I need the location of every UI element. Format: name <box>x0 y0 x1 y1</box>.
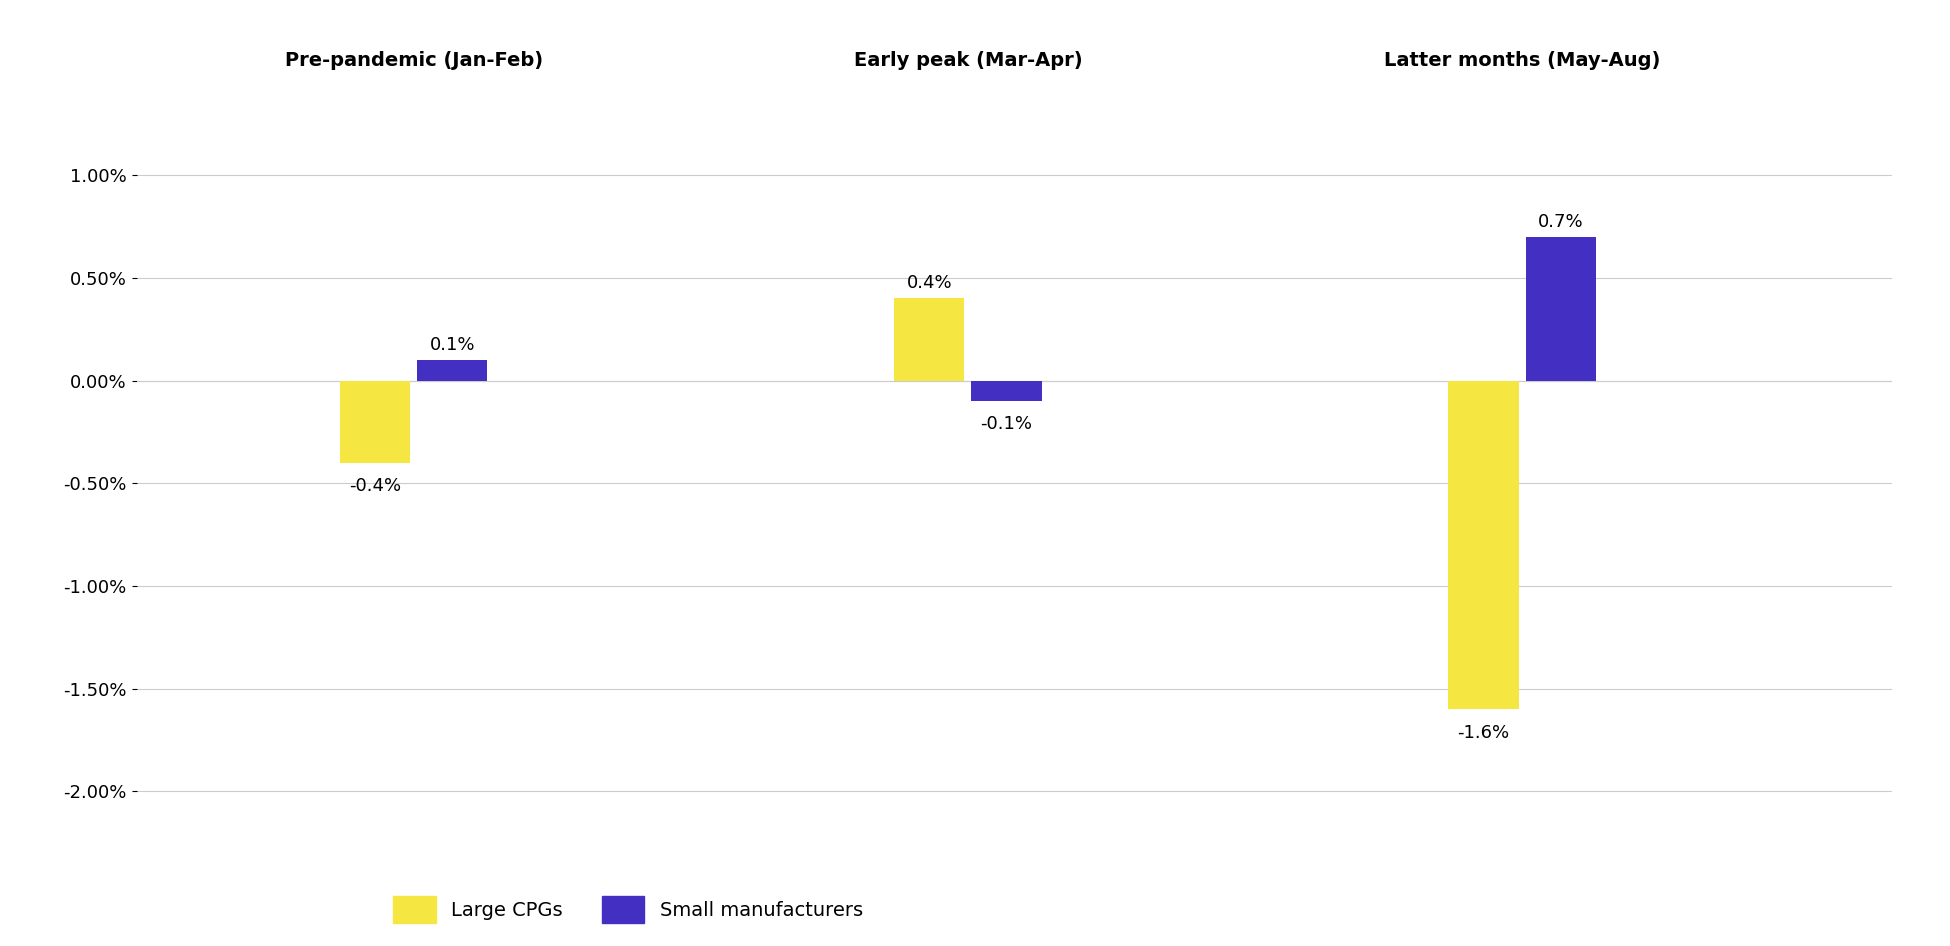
Bar <box>1525 236 1595 380</box>
Text: -1.6%: -1.6% <box>1457 724 1509 742</box>
Bar <box>971 380 1041 401</box>
Bar <box>1449 380 1519 710</box>
Text: 0.4%: 0.4% <box>907 274 952 292</box>
Text: 0.7%: 0.7% <box>1539 213 1583 231</box>
Text: Early peak (Mar-Apr): Early peak (Mar-Apr) <box>854 51 1082 70</box>
Bar <box>895 298 965 380</box>
Bar <box>339 380 409 463</box>
Legend: Large CPGs, Small manufacturers: Large CPGs, Small manufacturers <box>392 896 864 923</box>
Text: Latter months (May-Aug): Latter months (May-Aug) <box>1384 51 1659 70</box>
Text: 0.1%: 0.1% <box>429 336 476 354</box>
Bar <box>417 360 488 380</box>
Text: -0.4%: -0.4% <box>349 477 402 495</box>
Text: Pre-pandemic (Jan-Feb): Pre-pandemic (Jan-Feb) <box>285 51 542 70</box>
Text: -0.1%: -0.1% <box>981 415 1032 433</box>
